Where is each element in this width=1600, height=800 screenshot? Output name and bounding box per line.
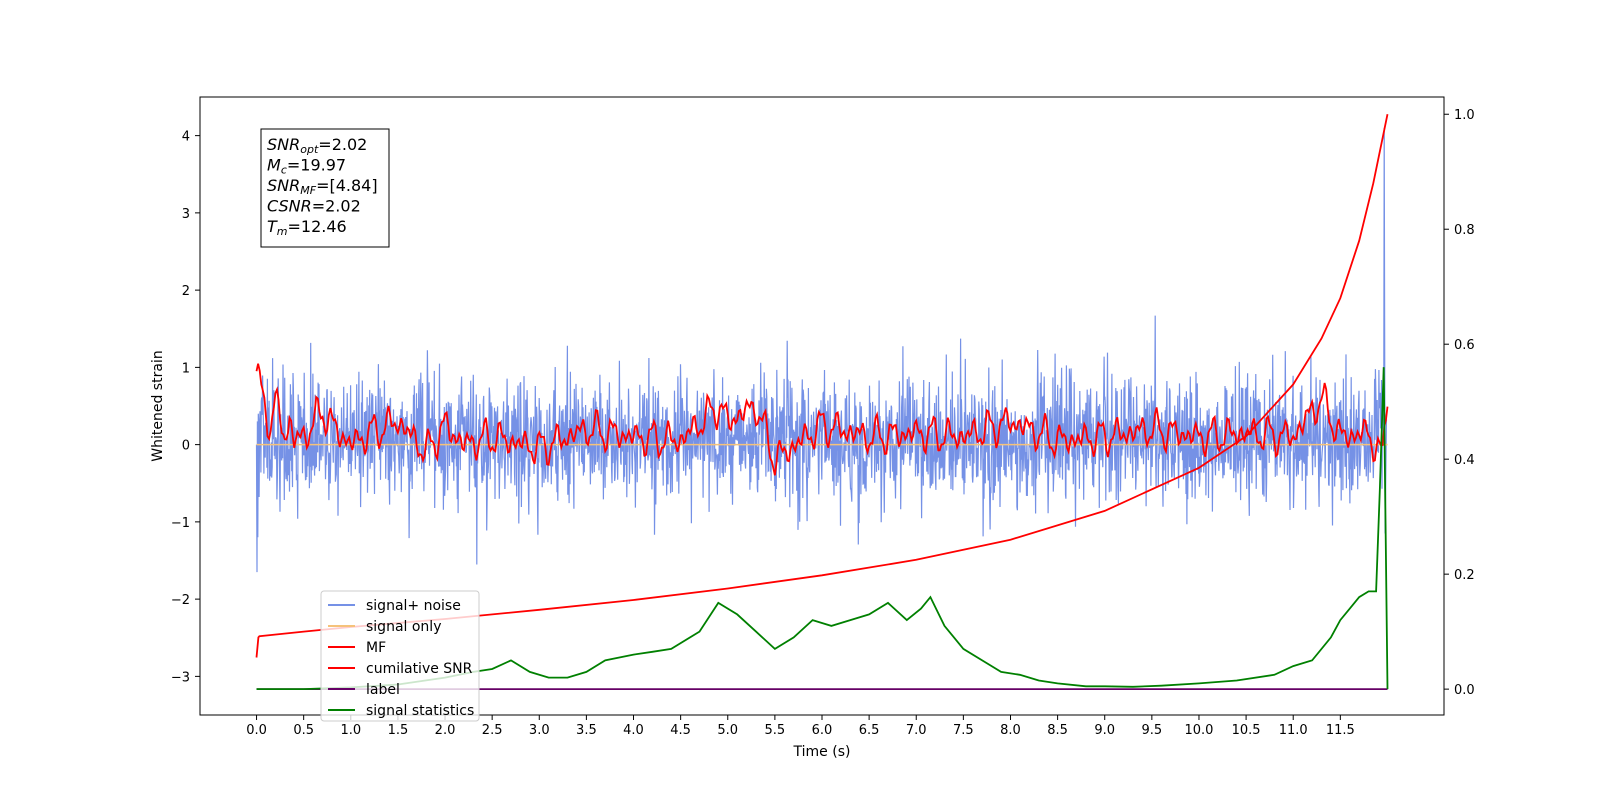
x-tick-label-20: 10.0 <box>1184 723 1213 738</box>
x-tick-label-10: 5.0 <box>717 723 738 738</box>
y-tick-label-5: 2 <box>182 284 190 299</box>
info-line-4-main: T <box>267 217 278 236</box>
info-line-2-sub: MF <box>300 184 316 197</box>
series-signal-statistics <box>256 367 1389 690</box>
x-tick-label-9: 4.5 <box>670 723 691 738</box>
info-line-1-sub: c <box>281 164 287 177</box>
x-tick-label-18: 9.0 <box>1094 723 1115 738</box>
x-tick-label-17: 8.5 <box>1047 723 1068 738</box>
y2-tick-label-4: 0.8 <box>1454 223 1475 238</box>
x-tick-label-13: 6.5 <box>859 723 880 738</box>
x-tick-label-0: 0.0 <box>246 723 267 738</box>
y2-tick-label-0: 0.0 <box>1454 683 1475 698</box>
x-axis-label: Time (s) <box>793 744 851 760</box>
y-tick-label-6: 3 <box>182 207 190 222</box>
legend-label-5: signal statistics <box>366 703 474 719</box>
x-tick-label-22: 11.0 <box>1279 723 1308 738</box>
info-line-3-value: =2.02 <box>312 197 361 216</box>
info-line-2: SNRMF=[4.84] <box>267 176 378 197</box>
info-line-2-value: =[4.84] <box>316 176 378 195</box>
series-mf <box>255 363 1389 476</box>
x-tick-label-23: 11.5 <box>1326 723 1355 738</box>
info-line-1-main: M <box>267 156 281 175</box>
info-line-0-main: SNR <box>267 135 300 154</box>
info-box: SNRopt=2.02Mc=19.97SNRMF=[4.84]CSNR=2.02… <box>260 128 390 248</box>
legend: signal+ noise signal only MF cumilative SNR… <box>320 590 480 722</box>
x-tick-label-19: 9.5 <box>1142 723 1163 738</box>
info-line-4-value: =12.46 <box>288 217 347 236</box>
legend-label-3: cumilative SNR <box>366 661 473 677</box>
info-line-0-sub: opt <box>300 143 319 156</box>
info-line-4: Tm=12.46 <box>267 217 347 238</box>
y2-tick-label-1: 0.2 <box>1454 568 1475 583</box>
info-line-3-main: CSNR <box>267 197 312 216</box>
info-box-frame <box>260 128 390 248</box>
y-tick-label-0: −3 <box>171 670 190 685</box>
x-tick-label-1: 0.5 <box>293 723 314 738</box>
y-tick-label-1: −2 <box>171 593 190 608</box>
x-tick-label-16: 8.0 <box>1000 723 1021 738</box>
legend-label-1: signal only <box>366 619 441 635</box>
x-tick-label-8: 4.0 <box>623 723 644 738</box>
x-tick-label-21: 10.5 <box>1232 723 1261 738</box>
x-tick-label-4: 2.0 <box>435 723 456 738</box>
info-line-0: SNRopt=2.02 <box>267 135 367 156</box>
x-tick-label-15: 7.5 <box>953 723 974 738</box>
info-line-2-main: SNR <box>267 176 300 195</box>
legend-label-4: label <box>366 682 400 698</box>
x-tick-label-3: 1.5 <box>388 723 409 738</box>
x-axis: 0.0 0.5 1.0 1.5 2.0 2.5 3.0 3.5 4.0 4.5 5.0 5.5 6.0 6… <box>246 715 1355 738</box>
x-tick-label-7: 3.5 <box>576 723 597 738</box>
y2-tick-label-2: 0.4 <box>1454 453 1475 468</box>
x-tick-label-6: 3.0 <box>529 723 550 738</box>
series-cumulative-snr <box>255 114 1389 658</box>
x-tick-label-12: 6.0 <box>812 723 833 738</box>
y-axis-label: Whitened strain <box>150 350 166 461</box>
y-tick-label-4: 1 <box>182 361 190 376</box>
x-tick-label-11: 5.5 <box>765 723 786 738</box>
y-axis-left: −3 −2 −1 0 1 2 3 4 <box>171 130 200 685</box>
x-tick-label-5: 2.5 <box>482 723 503 738</box>
y-tick-label-2: −1 <box>171 516 190 531</box>
legend-frame <box>320 590 480 722</box>
y-axis-right: 0.0 0.2 0.4 0.6 0.8 1.0 <box>1444 108 1475 698</box>
y2-tick-label-5: 1.0 <box>1454 108 1475 123</box>
y-tick-label-7: 4 <box>182 130 190 145</box>
y2-tick-label-3: 0.6 <box>1454 338 1475 353</box>
info-line-1-value: =19.97 <box>287 156 346 175</box>
series-signal-plus-noise <box>255 127 1388 573</box>
legend-label-0: signal+ noise <box>366 598 461 614</box>
info-line-0-value: =2.02 <box>318 135 367 154</box>
legend-label-2: MF <box>366 640 386 656</box>
x-tick-label-2: 1.0 <box>340 723 361 738</box>
info-line-3: CSNR=2.02 <box>267 197 361 216</box>
x-tick-label-14: 7.0 <box>906 723 927 738</box>
y-tick-label-3: 0 <box>182 439 190 454</box>
info-line-4-sub: m <box>277 225 288 238</box>
info-line-1: Mc=19.97 <box>267 156 346 177</box>
